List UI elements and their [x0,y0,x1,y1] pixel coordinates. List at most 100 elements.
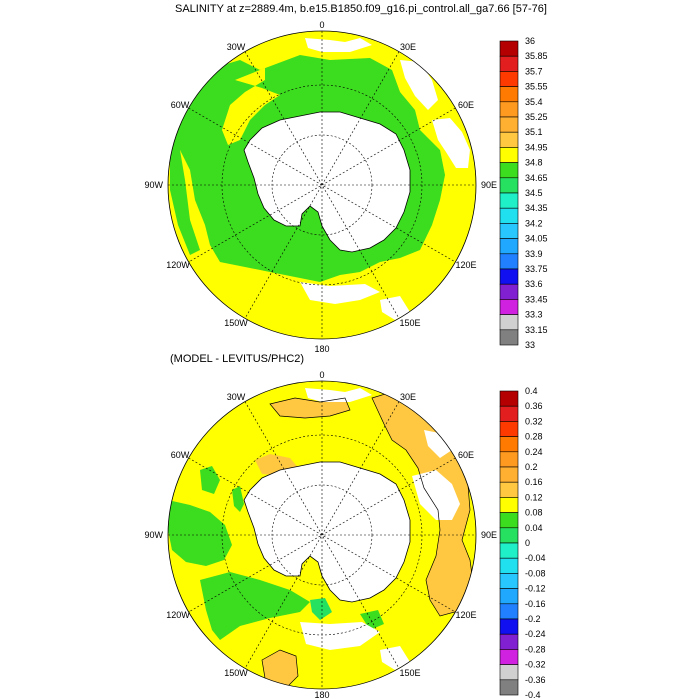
bottom-colorbar-swatch [499,618,519,635]
bottom-colorbar-label: 0.24 [525,447,543,457]
top-colorbar-swatch [499,192,519,209]
top-colorbar-label: 33.75 [525,264,548,274]
bottom-colorbar-swatch [499,573,519,589]
top-colorbar-label: 34.5 [525,188,543,198]
bottom-colorbar-swatch [499,390,519,407]
top-colorbar-swatch [499,40,519,57]
top-label-120w: 120W [166,260,190,270]
bottom-colorbar-label: 0.32 [525,416,543,426]
top-label-180: 180 [314,344,329,354]
top-graticule [168,31,476,339]
bottom-colorbar-label: -0.04 [525,553,546,563]
top-colorbar-swatch [499,177,519,194]
top-colorbar-swatch [499,314,519,331]
bottom-colorbar-label: 0.08 [525,508,543,518]
bottom-colorbar-swatch [499,649,519,665]
top-colorbar-swatch [499,283,519,300]
top-colorbar-swatch [499,131,519,148]
bottom-colorbar-label: -0.2 [525,614,541,624]
top-colorbar-label: 35.7 [525,66,543,76]
bottom-colorbar-swatch [499,466,519,483]
top-colorbar-label: 35.1 [525,127,543,137]
bottom-colorbar-swatch [499,481,519,498]
bottom-label-30w: 30W [227,392,246,402]
bottom-label-150w: 150W [224,668,248,678]
bottom-colorbar-swatch [499,421,519,437]
bottom-colorbar-label: -0.24 [525,629,546,639]
bottom-colorbar-label: 0.12 [525,492,543,502]
top-colorbar-label: 33.9 [525,249,543,259]
bottom-colorbar-swatch [499,497,519,513]
top-colorbar-swatch [499,101,519,118]
bottom-colorbar-label: -0.4 [525,690,541,700]
bottom-colorbar-label: 0.4 [525,386,538,396]
top-colorbar-swatch [499,162,519,179]
bottom-colorbar-label: -0.28 [525,644,546,654]
top-colorbar-label: 33.45 [525,294,548,304]
bottom-colorbar-swatch [499,512,519,529]
top-white-patch-south [300,282,380,304]
bottom-colorbar-swatch [499,405,519,422]
top-white-patch-ne [400,60,438,110]
top-white-patch-sw [380,296,410,320]
top-colorbar-label: 33.3 [525,310,543,320]
bottom-colorbar-swatch [499,557,519,574]
bottom-label-180: 180 [314,690,329,700]
top-colorbar-swatch [499,329,519,346]
top-label-120e: 120E [455,260,476,270]
bottom-label-90w: 90W [144,530,163,540]
top-label-60w: 60W [171,100,190,110]
top-colorbar: 36 35.85 35.7 35.55 35.4 35.25 35.1 34.95 34.8 34… [499,36,548,350]
bottom-colorbar-swatch [499,664,519,681]
bottom-polar-map: 0 180 90W 90E 30W 60W 30E 60E 120W 150W … [144,370,497,700]
bottom-colorbar-swatch [499,451,519,468]
top-label-90e: 90E [481,180,497,190]
top-colorbar-swatch [499,86,519,103]
bottom-colorbar-swatch [499,633,519,650]
top-polar-map: 0 180 90W 90E 30W 60W 30E 60E 120W 150W … [144,20,497,354]
bottom-green-ross-east [360,610,384,630]
top-colorbar-label: 33 [525,340,535,350]
top-label-150e: 150E [399,318,420,328]
top-colorbar-swatch [499,268,519,285]
top-colorbar-label: 35.85 [525,51,548,61]
bottom-colorbar-label: 0.2 [525,462,538,472]
top-colorbar-label: 35.25 [525,112,548,122]
bottom-label-30e: 30E [400,392,416,402]
top-label-30w: 30W [227,42,246,52]
bottom-colorbar-label: -0.36 [525,675,546,685]
bottom-label-60w: 60W [171,450,190,460]
top-label-150w: 150W [224,318,248,328]
top-map-border [167,30,477,340]
bottom-green-west [168,500,232,566]
bottom-label-150e: 150E [399,668,420,678]
bottom-colorbar-label: 0.16 [525,477,543,487]
top-colorbar-swatch [499,71,519,87]
bottom-colorbar-swatch [499,679,519,696]
top-colorbar-label: 34.65 [525,173,548,183]
top-yellow-inner [222,68,280,145]
bottom-label-90e: 90E [481,530,497,540]
top-colorbar-label: 36 [525,36,535,46]
bottom-colorbar-label: 0.04 [525,523,543,533]
bottom-colorbar-label: -0.16 [525,599,546,609]
top-colorbar-label: 34.35 [525,203,548,213]
bottom-white-patch-east [412,470,460,520]
bottom-green-nw [200,466,220,494]
top-label-90w: 90W [144,180,163,190]
bottom-map-border [167,380,477,690]
bottom-teal-ross [310,598,332,620]
top-label-0: 0 [319,20,324,30]
bottom-colorbar-swatch [499,588,519,605]
bottom-colorbar: 0.4 0.36 0.32 0.28 0.24 0.2 0.16 0.12 0.08 0.04 0 -… [499,386,546,700]
bottom-map-title: (MODEL - LEVITUS/PHC2) [170,353,305,365]
top-colorbar-label: 33.15 [525,325,548,335]
top-colorbar-swatch [499,238,519,255]
bottom-colorbar-label: 0.28 [525,432,543,442]
bottom-green-shelf [232,486,244,512]
top-colorbar-label: 34.8 [525,158,543,168]
top-colorbar-label: 34.95 [525,142,548,152]
top-colorbar-label: 34.2 [525,218,543,228]
top-white-patch-east [432,118,470,168]
